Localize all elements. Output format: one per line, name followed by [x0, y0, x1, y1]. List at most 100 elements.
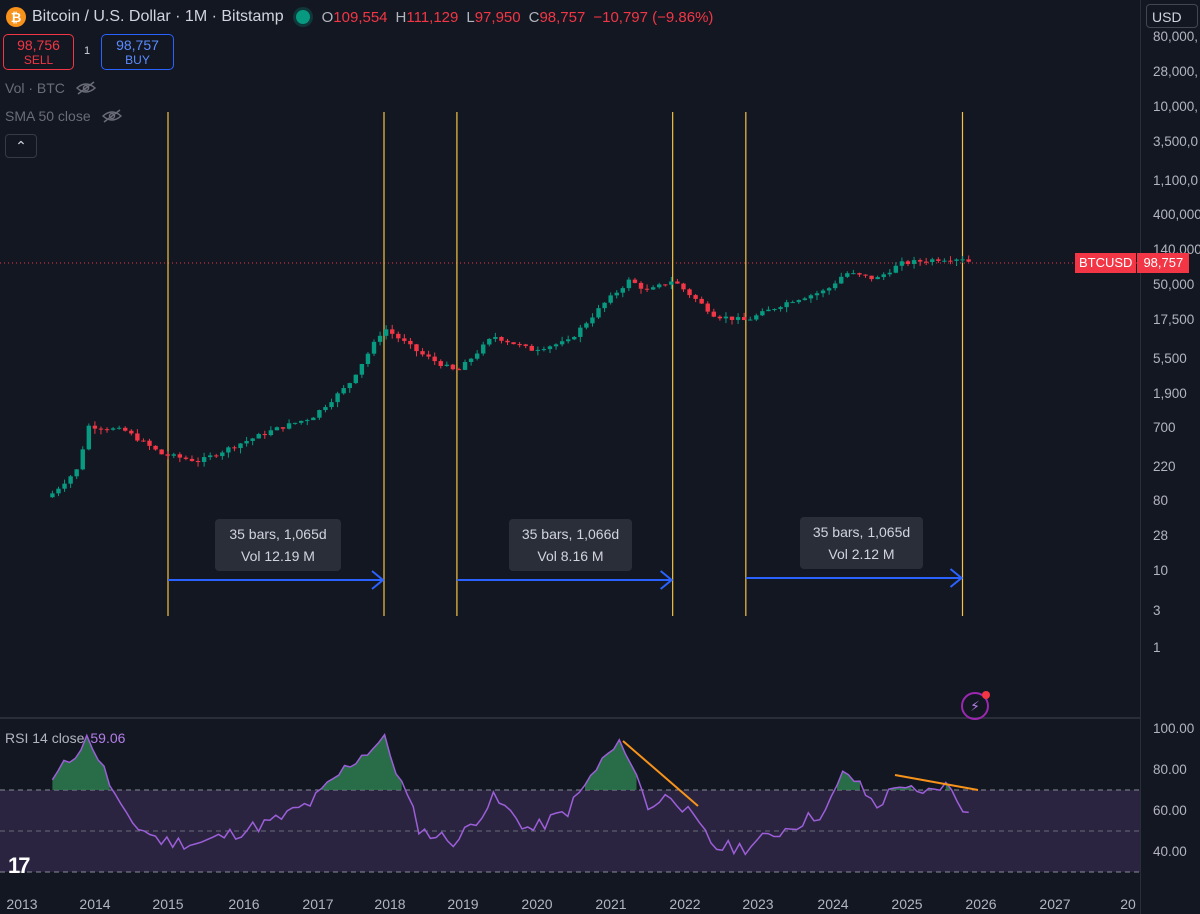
currency-selector[interactable]: USD	[1146, 4, 1198, 28]
candle-body[interactable]	[68, 476, 73, 484]
candle-body[interactable]	[74, 469, 79, 477]
candle-body[interactable]	[493, 337, 498, 339]
candle-body[interactable]	[104, 429, 110, 431]
measure-arrow-head[interactable]	[660, 570, 674, 590]
hidden-eye-icon[interactable]	[101, 109, 123, 123]
candle-body[interactable]	[644, 288, 650, 290]
candle-body[interactable]	[954, 259, 959, 261]
candle-body[interactable]	[311, 417, 316, 421]
candle-body[interactable]	[857, 273, 862, 275]
candle-body[interactable]	[802, 298, 808, 301]
candle-body[interactable]	[705, 303, 710, 312]
candle-body[interactable]	[426, 354, 431, 357]
candle-body[interactable]	[177, 454, 183, 458]
candle-body[interactable]	[462, 361, 468, 370]
candle-body[interactable]	[98, 428, 104, 430]
candle-body[interactable]	[207, 455, 213, 458]
candle-body[interactable]	[590, 317, 595, 324]
candle-body[interactable]	[602, 302, 607, 309]
candle-body[interactable]	[936, 259, 941, 261]
candle-body[interactable]	[335, 393, 340, 403]
candle-body[interactable]	[432, 356, 437, 362]
candle-body[interactable]	[353, 374, 359, 384]
candle-body[interactable]	[341, 388, 346, 394]
candle-body[interactable]	[766, 309, 771, 312]
flash-alert-icon[interactable]: ⚡	[961, 691, 990, 720]
candle-body[interactable]	[657, 284, 662, 288]
candle-body[interactable]	[675, 281, 680, 284]
candle-body[interactable]	[256, 434, 261, 439]
candle-body[interactable]	[420, 351, 425, 355]
candle-body[interactable]	[408, 340, 413, 345]
candle-body[interactable]	[535, 349, 541, 351]
candle-body[interactable]	[559, 341, 565, 345]
rsi-divergence-trendline-2021[interactable]	[622, 740, 699, 807]
candle-body[interactable]	[729, 316, 735, 320]
candle-body[interactable]	[541, 349, 547, 351]
candle-body[interactable]	[960, 259, 965, 261]
time-axis[interactable]: 2013 2014 2015 2016 2017 2018 2019 2020 2021 2022…	[0, 894, 1140, 914]
rsi-legend[interactable]: RSI 14 close 59.06	[5, 730, 125, 746]
candle-body[interactable]	[723, 316, 729, 319]
candle-body[interactable]	[347, 383, 352, 389]
candle-body[interactable]	[86, 425, 92, 450]
candle-body[interactable]	[116, 427, 122, 429]
candle-body[interactable]	[286, 423, 292, 429]
candle-body[interactable]	[735, 317, 741, 320]
candle-body[interactable]	[754, 315, 759, 320]
rsi-divergence-trendline-2025[interactable]	[894, 774, 979, 791]
candle-body[interactable]	[796, 300, 801, 303]
market-status-icon[interactable]	[295, 10, 310, 24]
candle-body[interactable]	[814, 293, 820, 296]
candle-body[interactable]	[135, 433, 140, 441]
candle-body[interactable]	[383, 329, 389, 336]
candle-body[interactable]	[62, 483, 67, 489]
candle-body[interactable]	[268, 430, 274, 436]
candle-body[interactable]	[893, 265, 899, 273]
price-chart[interactable]	[0, 0, 1140, 914]
candle-body[interactable]	[323, 407, 328, 411]
candle-body[interactable]	[201, 457, 207, 462]
candle-body[interactable]	[481, 344, 486, 354]
measure-label-2[interactable]: 35 bars, 1,066d Vol 8.16 M	[509, 519, 632, 571]
candle-body[interactable]	[468, 358, 474, 362]
candle-body[interactable]	[523, 344, 528, 346]
candle-body[interactable]	[450, 364, 456, 370]
buy-button[interactable]: 98,757 BUY	[101, 34, 174, 70]
candlesticks[interactable]	[50, 255, 971, 498]
measure-label-3[interactable]: 35 bars, 1,065d Vol 2.12 M	[800, 517, 923, 569]
candle-body[interactable]	[565, 339, 571, 342]
hidden-eye-icon[interactable]	[75, 81, 97, 95]
sell-button[interactable]: 98,756 SELL	[3, 34, 74, 70]
candle-body[interactable]	[474, 353, 480, 359]
candle-body[interactable]	[772, 308, 777, 310]
candle-body[interactable]	[614, 292, 619, 296]
volume-indicator-legend[interactable]: Vol · BTC	[5, 80, 97, 96]
candle-body[interactable]	[839, 276, 844, 284]
candle-body[interactable]	[50, 493, 55, 498]
candle-body[interactable]	[547, 346, 553, 350]
candle-body[interactable]	[899, 261, 905, 266]
candle-body[interactable]	[250, 438, 255, 441]
candle-body[interactable]	[129, 430, 134, 434]
candle-body[interactable]	[317, 410, 322, 418]
candle-body[interactable]	[887, 272, 892, 275]
symbol-title[interactable]: Bitcoin / U.S. Dollar · 1M · Bitstamp	[32, 8, 284, 25]
candle-body[interactable]	[396, 333, 401, 339]
candle-body[interactable]	[189, 458, 195, 462]
candle-body[interactable]	[669, 281, 674, 285]
candle-body[interactable]	[687, 289, 692, 296]
candle-body[interactable]	[942, 260, 947, 262]
candle-body[interactable]	[499, 337, 504, 341]
candle-body[interactable]	[232, 447, 237, 449]
candle-body[interactable]	[123, 427, 128, 431]
measure-arrow-head[interactable]	[949, 568, 964, 588]
candle-body[interactable]	[456, 369, 462, 371]
candle-body[interactable]	[966, 259, 971, 262]
candle-body[interactable]	[244, 440, 249, 444]
candle-body[interactable]	[511, 342, 516, 345]
candle-body[interactable]	[917, 260, 923, 262]
candle-body[interactable]	[748, 319, 753, 321]
candle-body[interactable]	[377, 335, 383, 342]
candle-body[interactable]	[784, 302, 789, 308]
